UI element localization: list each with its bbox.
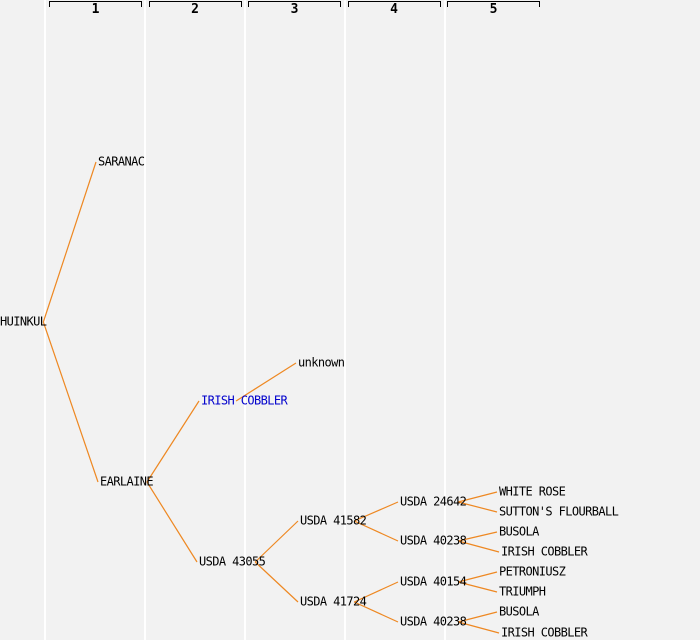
pedigree-edge-usda_41724-usda_40154 xyxy=(353,581,399,603)
variety-node-triumph: TRIUMPH xyxy=(499,584,546,599)
variety-node-usda_41582: USDA 41582 xyxy=(300,513,367,528)
pedigree-edge-earlaine-usda_43055 xyxy=(146,481,198,563)
pedigree-edge-usda_40154-triumph xyxy=(458,581,498,593)
pedigree-edge-usda_41724-usda_40238_b xyxy=(353,601,399,623)
pedigree-edge-usda_41582-usda_24642 xyxy=(353,501,399,522)
variety-node-suttons_flourball: SUTTON'S FLOURBALL xyxy=(499,504,619,519)
generation-number: 4 xyxy=(390,2,398,17)
pedigree-edge-usda_40154-petroniusz xyxy=(458,571,498,583)
variety-node-busola_a: BUSOLA xyxy=(499,524,539,539)
pedigree-edge-earlaine-irish_cobbler xyxy=(146,400,200,483)
pedigree-edge-huinkul-saranac xyxy=(42,161,97,323)
variety-node-usda_43055: USDA 43055 xyxy=(199,554,266,569)
generation-number: 5 xyxy=(489,2,498,17)
generation-bracket-1: 1 xyxy=(49,1,142,16)
generation-number: 1 xyxy=(91,2,100,17)
pedigree-edge-usda_40238_a-busola_a xyxy=(458,531,498,542)
generation-number: 3 xyxy=(290,2,299,17)
variety-node-busola_b: BUSOLA xyxy=(499,604,539,619)
generation-bracket-5: 5 xyxy=(447,1,540,16)
pedigree-edge-usda_40238_a-irish_cobbler_a xyxy=(458,540,500,553)
variety-node-irish_cobbler[interactable]: IRISH COBBLER xyxy=(201,393,288,408)
generation-bracket-3: 3 xyxy=(248,1,341,16)
variety-node-usda_24642: USDA 24642 xyxy=(400,494,467,509)
variety-node-petroniusz: PETRONIUSZ xyxy=(499,564,566,579)
pedigree-edge-irish_cobbler-unknown xyxy=(235,362,297,402)
pedigree-edge-huinkul-earlaine xyxy=(42,321,99,483)
pedigree-edge-usda_40238_b-busola_b xyxy=(458,611,498,623)
variety-node-unknown: unknown xyxy=(298,355,345,370)
variety-node-huinkul: HUINKUL xyxy=(0,314,47,329)
variety-node-usda_40238_b: USDA 40238 xyxy=(400,614,467,629)
variety-node-earlaine: EARLAINE xyxy=(100,474,154,489)
variety-node-usda_40154: USDA 40154 xyxy=(400,574,467,589)
pedigree-edge-usda_24642-suttons_flourball xyxy=(458,501,498,513)
variety-node-usda_41724: USDA 41724 xyxy=(300,594,367,609)
pedigree-edge-usda_43055-usda_41724 xyxy=(254,561,299,603)
variety-node-white_rose: WHITE ROSE xyxy=(499,484,566,499)
generation-bracket-2: 2 xyxy=(148,1,242,16)
pedigree-edge-usda_24642-white_rose xyxy=(458,491,498,503)
generation-bracket-4: 4 xyxy=(347,1,441,16)
pedigree-edge-usda_40238_b-irish_cobbler_b xyxy=(458,621,500,634)
variety-node-saranac: SARANAC xyxy=(98,154,145,169)
generation-number: 2 xyxy=(191,2,199,17)
variety-node-irish_cobbler_a: IRISH COBBLER xyxy=(501,544,588,559)
pedigree-edge-usda_41582-usda_40238_a xyxy=(353,520,399,542)
variety-node-usda_40238_a: USDA 40238 xyxy=(400,533,467,548)
variety-node-irish_cobbler_b: IRISH COBBLER xyxy=(501,625,588,640)
pedigree-edge-usda_43055-usda_41582 xyxy=(254,520,299,563)
